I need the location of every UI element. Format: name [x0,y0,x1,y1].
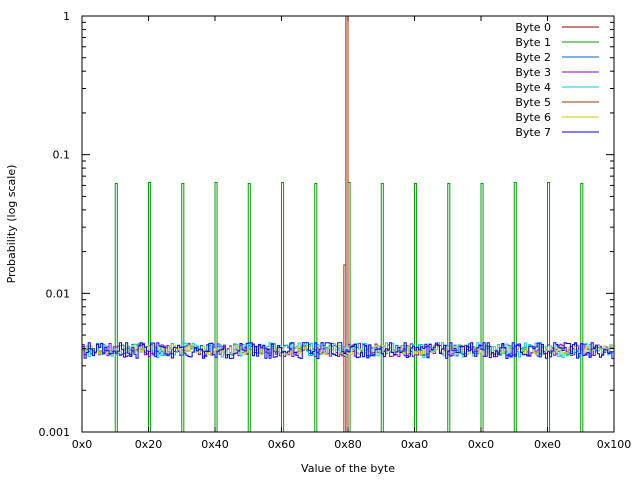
y-tick-label: 1 [63,10,70,23]
series-line-byte-1 [82,181,614,433]
x-tick-label: 0xa0 [401,438,428,451]
legend-label-byte-1: Byte 1 [515,36,551,49]
x-tick-label: 0x0 [72,438,93,451]
x-axis-label: Value of the byte [301,462,395,475]
ticks-layer: 0x0 0x20 0x40 0x60 0x80 0xa0 0xc0 0xe0 0x100 0.00… [39,10,632,451]
legend-label-byte-7: Byte 7 [515,126,551,139]
legend: Byte 0 Byte 1 Byte 2 Byte 3 Byte 4 Byte 5 Byte… [515,21,599,139]
x-tick-label: 0xe0 [534,438,561,451]
x-tick-label: 0x40 [201,438,229,451]
series-line-byte-7 [82,342,614,360]
x-tick-label: 0xc0 [468,438,494,451]
legend-label-byte-4: Byte 4 [515,81,551,94]
series-line-byte-5 [82,15,614,433]
x-tick-label: 0x60 [268,438,296,451]
x-tick-label: 0x100 [597,438,632,451]
legend-label-byte-5: Byte 5 [515,96,551,109]
y-axis-label: Probability (log scale) [5,165,18,284]
legend-label-byte-6: Byte 6 [515,111,551,124]
x-tick-label: 0x80 [334,438,362,451]
legend-label-byte-0: Byte 0 [515,21,551,34]
x-tick-label: 0x20 [135,438,163,451]
y-tick-label: 0.001 [39,426,71,439]
legend-label-byte-3: Byte 3 [515,66,551,79]
y-tick-label: 0.01 [46,287,71,300]
y-tick-label: 0.1 [53,149,71,162]
legend-label-byte-2: Byte 2 [515,51,551,64]
